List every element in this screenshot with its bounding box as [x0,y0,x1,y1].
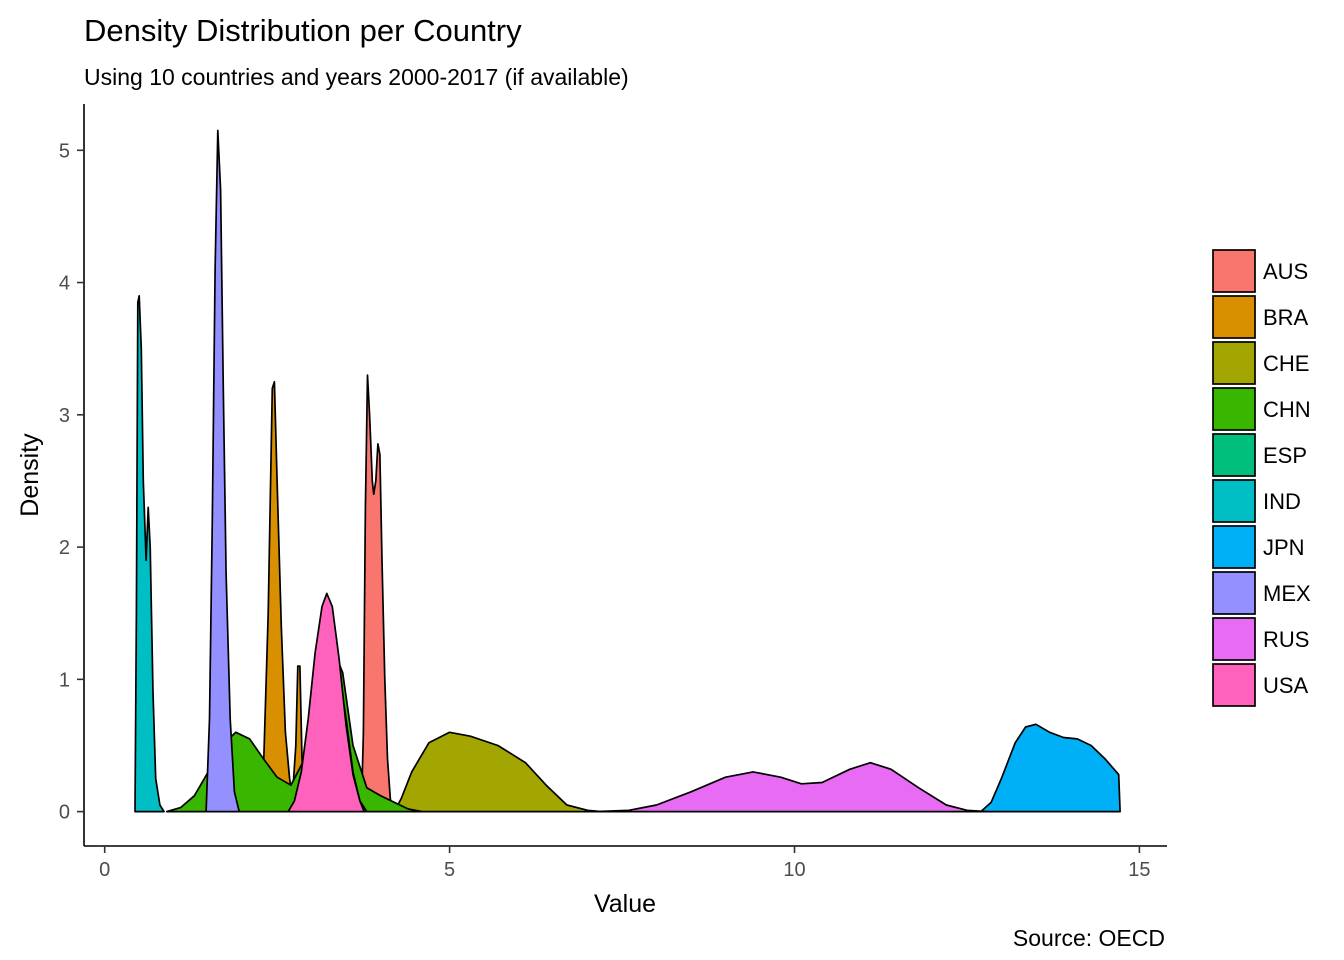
legend-label-ind: IND [1263,489,1301,514]
legend-key-che [1212,341,1256,385]
density-area-bra [260,380,309,813]
x-tick-label: 0 [99,859,110,881]
y-axis-label: Density [16,433,44,517]
legend-label-chn: CHN [1263,397,1311,422]
y-tick-label: 5 [59,140,70,162]
caption-source: Source: OECD [1013,925,1165,951]
y-tick-label: 1 [59,669,70,691]
legend-key-esp [1212,433,1256,477]
density-areas [134,129,1121,813]
x-tick-label: 5 [444,859,455,881]
legend-label-bra: BRA [1263,305,1309,330]
legend: AUS BRA CHE CHN ESP IND JPN MEX RUS USA [1212,249,1311,707]
x-tick-label: 10 [783,859,805,881]
density-area-rus [593,761,989,813]
axis-ticks: 0 5 10 15 0 1 2 3 4 5 [59,140,1151,881]
y-tick-label: 2 [59,537,70,559]
y-tick-label: 3 [59,405,70,427]
density-area-jpn [979,723,1121,813]
legend-key-mex [1212,571,1256,615]
x-axis-label: Value [594,890,656,918]
chart-subtitle: Using 10 countries and years 2000-2017 (… [84,64,629,90]
density-area-aus [360,374,394,813]
density-area-usa [287,592,365,813]
legend-key-rus [1212,617,1256,661]
legend-key-bra [1212,295,1256,339]
legend-label-che: CHE [1263,351,1309,376]
legend-label-esp: ESP [1263,443,1307,468]
legend-label-aus: AUS [1263,259,1308,284]
legend-key-aus [1212,249,1256,293]
density-area-mex [205,129,241,813]
legend-key-usa [1212,663,1256,707]
x-tick-label: 15 [1128,859,1150,881]
y-tick-label: 0 [59,802,70,824]
legend-label-jpn: JPN [1263,535,1305,560]
legend-key-ind [1212,479,1256,523]
density-area-ind [134,294,165,813]
chart-title: Density Distribution per Country [84,13,522,48]
y-tick-label: 4 [59,273,70,295]
legend-label-mex: MEX [1263,581,1311,606]
density-area-che [393,731,603,813]
legend-key-jpn [1212,525,1256,569]
legend-label-rus: RUS [1263,627,1309,652]
legend-key-chn [1212,387,1256,431]
legend-label-usa: USA [1263,673,1309,698]
